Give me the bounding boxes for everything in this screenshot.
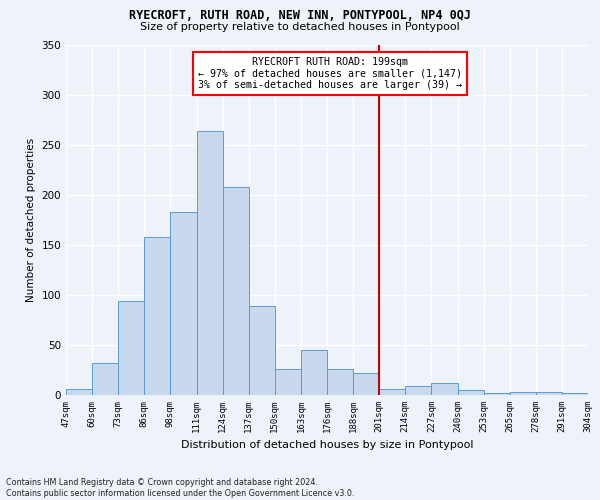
Bar	[484, 393, 510, 395]
Text: RYECROFT RUTH ROAD: 199sqm
← 97% of detached houses are smaller (1,147)
3% of se: RYECROFT RUTH ROAD: 199sqm ← 97% of deta…	[197, 57, 461, 90]
Bar	[170, 212, 197, 395]
Bar	[458, 390, 484, 395]
Bar	[562, 393, 588, 395]
Bar	[92, 363, 118, 395]
Bar	[301, 350, 327, 395]
Bar	[536, 392, 562, 395]
Bar	[353, 373, 379, 395]
Text: Size of property relative to detached houses in Pontypool: Size of property relative to detached ho…	[140, 22, 460, 32]
Bar	[249, 306, 275, 395]
Bar	[327, 369, 353, 395]
Bar	[379, 389, 406, 395]
Text: RYECROFT, RUTH ROAD, NEW INN, PONTYPOOL, NP4 0QJ: RYECROFT, RUTH ROAD, NEW INN, PONTYPOOL,…	[129, 9, 471, 22]
Text: Contains HM Land Registry data © Crown copyright and database right 2024.
Contai: Contains HM Land Registry data © Crown c…	[6, 478, 355, 498]
Bar	[197, 131, 223, 395]
Bar	[145, 237, 170, 395]
Bar	[510, 392, 536, 395]
X-axis label: Distribution of detached houses by size in Pontypool: Distribution of detached houses by size …	[181, 440, 473, 450]
Y-axis label: Number of detached properties: Number of detached properties	[26, 138, 36, 302]
Bar	[431, 383, 458, 395]
Bar	[406, 386, 431, 395]
Bar	[275, 369, 301, 395]
Bar	[118, 301, 145, 395]
Bar	[223, 187, 249, 395]
Bar	[66, 389, 92, 395]
